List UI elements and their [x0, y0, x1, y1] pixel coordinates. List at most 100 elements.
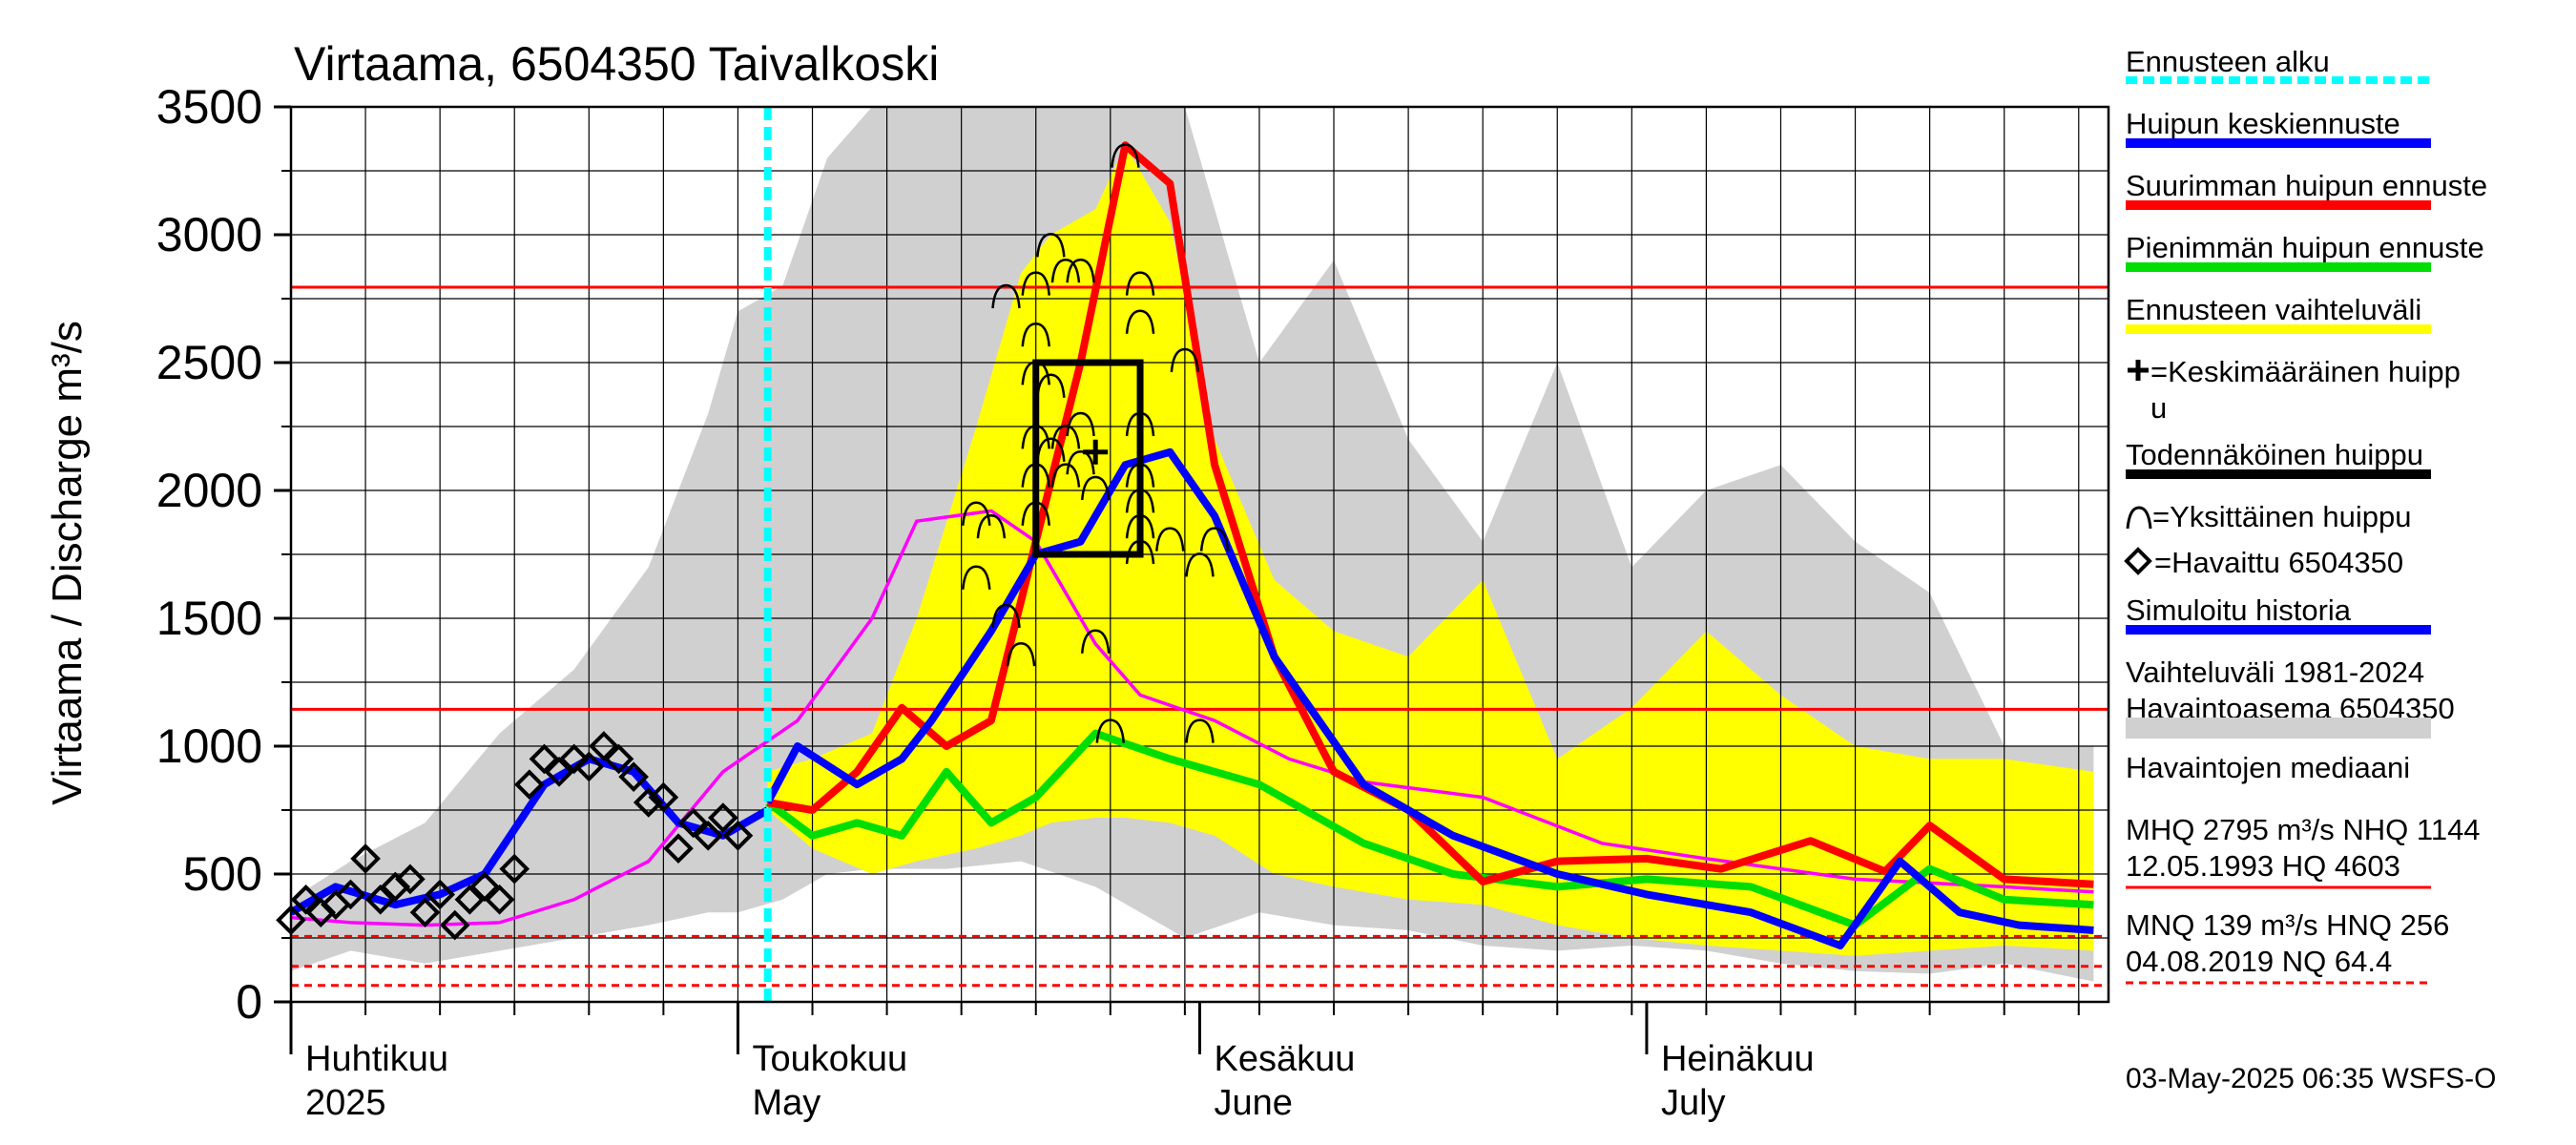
- legend-label: Todennäköinen huippu: [2126, 438, 2423, 471]
- observed-marker: [677, 807, 709, 839]
- forecast-range-band: [767, 145, 2094, 956]
- x-month-sublabel: June: [1215, 1083, 1293, 1123]
- observed-marker: [618, 761, 649, 792]
- y-tick-label: 2000: [156, 464, 262, 517]
- chart-title: Virtaama, 6504350 Taivalkoski: [294, 37, 939, 91]
- observed-marker: [439, 909, 470, 941]
- legend-label: Suurimman huipun ennuste: [2126, 169, 2487, 202]
- individual-peak-marker: [1185, 552, 1215, 577]
- individual-peak-marker: [1125, 271, 1155, 296]
- legend-label: =Havaittu 6504350: [2154, 546, 2403, 579]
- individual-peak-marker: [962, 501, 991, 526]
- observed-marker: [544, 756, 574, 787]
- observed-marker: [514, 769, 545, 801]
- legend-label-2: 12.05.1993 HQ 4603: [2126, 849, 2400, 883]
- individual-peak-marker: [962, 565, 991, 590]
- legend-label: Pienimmän huipun ennuste: [2126, 231, 2484, 264]
- observed-marker: [364, 884, 396, 915]
- y-tick-label: 1000: [156, 719, 262, 773]
- individual-peak-marker: [1066, 258, 1095, 283]
- individual-peak-marker: [991, 283, 1021, 309]
- observed-marker: [722, 820, 754, 851]
- legend-label: MHQ 2795 m³/s NHQ 1144: [2126, 813, 2481, 846]
- observed-marker: [603, 743, 634, 775]
- individual-peak-marker: [1021, 322, 1050, 347]
- timestamp: 03-May-2025 06:35 WSFS-O: [2126, 1063, 2497, 1094]
- observed-marker: [409, 897, 441, 928]
- individual-peak-marker: [1021, 271, 1050, 296]
- x-month-sublabel: July: [1661, 1083, 1726, 1123]
- legend-label: Simuloitu historia: [2126, 593, 2352, 627]
- individual-peak-marker: [1050, 425, 1081, 449]
- observed-marker: [589, 731, 619, 761]
- legend-label-2: 04.08.2019 NQ 64.4: [2126, 945, 2392, 978]
- y-tick-label: 2500: [156, 336, 262, 389]
- individual-peak-marker: [976, 513, 1007, 539]
- individual-peak-marker: [1111, 143, 1140, 168]
- individual-peak-marker: [1036, 437, 1066, 462]
- individual-peak-marker: [1080, 629, 1111, 654]
- legend-label: MNQ 139 m³/s HNQ 256: [2126, 908, 2449, 942]
- observed-marker: [290, 884, 322, 915]
- probable-peak-box: [1032, 359, 1144, 558]
- legend-label: Vaihteluväli 1981-2024: [2126, 656, 2424, 689]
- y-axis-label: Virtaama / Discharge m³/s: [44, 321, 91, 805]
- legend-label: Ennusteen alku: [2126, 45, 2330, 78]
- mean-peak-marker: [1083, 439, 1109, 465]
- y-tick-label: 0: [236, 975, 262, 1029]
- individual-peak-marker: [1185, 718, 1215, 743]
- observed-marker: [648, 781, 679, 813]
- observed-marker: [425, 879, 455, 910]
- individual-peak-marker: [1066, 449, 1095, 475]
- individual-peak-marker: [1170, 347, 1200, 373]
- individual-peak-marker: [1095, 718, 1126, 743]
- legend-label: =Yksittäinen huippu: [2152, 500, 2411, 533]
- observed-marker: [633, 787, 664, 818]
- legend-symbol-plus: [2128, 360, 2149, 381]
- individual-peak-marker: [991, 603, 1021, 629]
- legend-symbol-arc: [2126, 506, 2152, 530]
- legend-label-2: u: [2150, 391, 2167, 425]
- legend-label: =Keskimääräinen huipp: [2150, 355, 2461, 388]
- x-month-label: Kesäkuu: [1215, 1039, 1356, 1079]
- observed-marker: [499, 853, 530, 885]
- observed-marker: [573, 751, 605, 782]
- observed-marker: [693, 820, 724, 851]
- observed-marker: [529, 743, 560, 775]
- observed-marker: [395, 864, 426, 895]
- individual-peak-marker: [1066, 411, 1095, 437]
- individual-peak-marker: [1125, 309, 1155, 334]
- observed-marker: [454, 884, 486, 915]
- observed-marker: [484, 884, 515, 915]
- individual-peak-marker: [1050, 258, 1081, 283]
- individual-peak-marker: [1155, 527, 1185, 552]
- individual-peak-marker: [1036, 373, 1066, 398]
- individual-peak-marker: [1080, 475, 1111, 501]
- x-month-label: Huhtikuu: [305, 1039, 448, 1079]
- mean-peak-forecast-line: [764, 448, 2094, 949]
- y-tick-label: 3000: [156, 208, 262, 261]
- individual-peak-marker: [1050, 463, 1081, 488]
- observed-marker: [707, 802, 738, 833]
- legend-label: Ennusteen vaihteluväli: [2126, 293, 2421, 326]
- x-month-label: Heinäkuu: [1661, 1039, 1815, 1079]
- y-tick-label: 1500: [156, 592, 262, 645]
- y-tick-label: 500: [183, 847, 262, 901]
- observed-marker: [335, 879, 366, 910]
- observed-marker: [663, 833, 694, 864]
- observed-marker: [558, 743, 590, 775]
- x-month-label: Toukokuu: [752, 1039, 907, 1079]
- y-tick-label: 3500: [156, 80, 262, 134]
- legend-swatch-historical: [2126, 718, 2431, 739]
- individual-peak-marker: [1036, 233, 1066, 258]
- x-month-sublabel: 2025: [305, 1083, 386, 1123]
- observed-marker: [469, 871, 500, 903]
- observed-marker: [350, 843, 381, 874]
- individual-peak-marker: [1199, 527, 1230, 552]
- x-month-sublabel: May: [752, 1083, 821, 1123]
- legend-symbol-diamond: [2124, 547, 2152, 575]
- individual-peak-marker: [1006, 641, 1036, 667]
- legend-label: Havaintojen mediaani: [2126, 751, 2410, 784]
- legend-label: Huipun keskiennuste: [2126, 107, 2400, 140]
